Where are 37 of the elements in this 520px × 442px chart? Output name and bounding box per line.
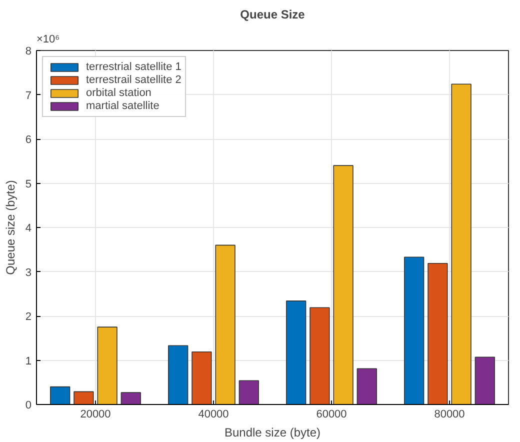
y-tick-label: 7 xyxy=(25,90,32,102)
bar xyxy=(238,380,259,404)
text: ×10⁶ xyxy=(36,34,60,46)
bar xyxy=(74,391,94,404)
y-tick-label: 6 xyxy=(25,134,32,146)
bar xyxy=(50,386,70,404)
y-tick-label: 5 xyxy=(25,178,32,190)
y-tick-label: 4 xyxy=(25,222,32,234)
y-tick-label: 8 xyxy=(25,46,32,58)
legend-label: martial satellite xyxy=(86,100,160,112)
y-axis-title: Queue size (byte) xyxy=(3,180,18,275)
x-tick-label: 20000 xyxy=(80,408,111,420)
legend-label: terrestrail satellite 2 xyxy=(86,74,182,86)
bar xyxy=(192,351,212,404)
bar xyxy=(404,256,424,404)
bar xyxy=(286,300,306,404)
y-tick-label: 3 xyxy=(25,266,32,279)
legend-label: terrestrial satellite 1 xyxy=(86,61,182,73)
y-tick-label: 1 xyxy=(25,355,32,368)
bar xyxy=(356,368,377,404)
bar xyxy=(310,307,330,404)
bar xyxy=(333,165,354,404)
bar xyxy=(428,262,448,404)
x-tick-label: 80000 xyxy=(434,408,465,420)
bar xyxy=(120,392,141,404)
y-tick-label: 2 xyxy=(25,311,32,323)
bar xyxy=(168,345,188,404)
y-tick-label: 0 xyxy=(25,400,32,412)
legend-label: orbital station xyxy=(86,87,152,99)
x-tick-label: 40000 xyxy=(198,408,229,420)
x-axis-title: Bundle size (byte) xyxy=(224,426,321,440)
bar xyxy=(451,84,472,404)
x-tick-label: 60000 xyxy=(316,408,347,420)
bar xyxy=(215,244,236,404)
bar xyxy=(474,356,495,404)
chart-title: Queue Size xyxy=(240,8,306,22)
bar xyxy=(97,326,118,404)
